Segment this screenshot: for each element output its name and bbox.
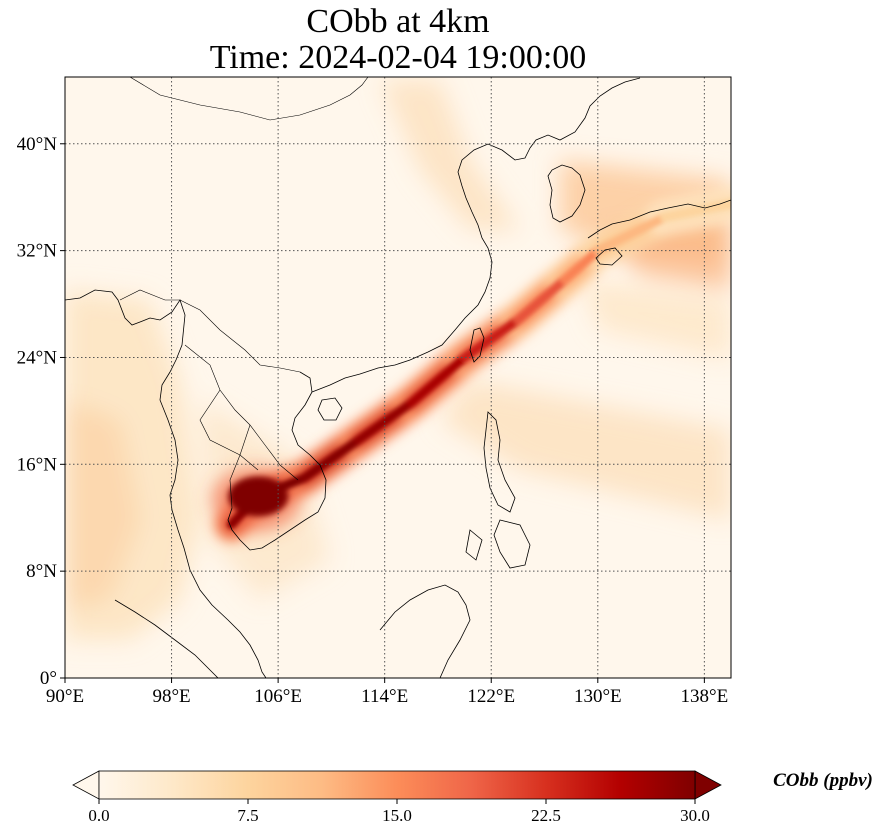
philippines-south [465,519,531,569]
title-line-1: CObb at 4km [306,3,490,40]
x-axis: 90°E 98°E 106°E 114°E 122°E 130°E 138°E [46,678,728,707]
korea-peninsula [547,164,586,223]
plume-core-segment [300,435,363,483]
colorbar-ticks: 0.0 7.5 15.0 22.5 30.0 [88,799,710,825]
hainan-coast [317,397,343,421]
colorbar-extend-min [72,770,100,800]
colorbar: 0.0 7.5 15.0 22.5 30.0 CObb (ppbv) [72,770,873,825]
vietnam-coast [227,371,327,551]
plume-source [228,476,289,517]
map-frame [64,76,732,679]
china-coast [311,143,531,393]
mainland-coast [65,289,267,678]
plume-core-segment [513,275,569,325]
map-area [65,77,731,678]
colorbar-tick-label: 7.5 [237,806,258,825]
borneo-coast [379,584,471,678]
mongolia-border [129,77,369,121]
colorbar-tick-label: 30.0 [680,806,710,825]
colorbar-title: CObb (ppbv) [773,770,873,791]
colorbar-tick-label: 15.0 [382,806,412,825]
title-line-2: Time: 2024-02-04 19:00:00 [209,39,587,76]
plume-core-segment [659,199,731,222]
y-tick-label: 8°N [26,561,57,582]
colorbar-tick-label: 22.5 [531,806,561,825]
colorbar-extend-max [694,770,722,800]
plume-core-segment [593,212,669,256]
colorbar-gradient [98,770,696,800]
taiwan-coast [469,327,485,363]
y-tick-label: 32°N [17,241,58,262]
plume-core-segment [560,246,603,285]
colorbar-tick-label: 0.0 [88,806,109,825]
plume-core-segment [406,352,470,408]
japan-coast [587,199,731,266]
x-tick-label: 138°E [681,686,729,707]
y-tick-label: 40°N [17,134,58,155]
x-tick-label: 90°E [46,686,84,707]
y-tick-label: 16°N [17,454,58,475]
coastlines [65,77,731,678]
borders [119,289,301,509]
x-tick-label: 106°E [254,686,302,707]
plume-core-segment [460,315,523,362]
gridlines [65,77,731,678]
plume-layer [212,186,731,542]
x-tick-label: 122°E [467,686,515,707]
korea-coast [529,77,641,149]
sumatra-coast [114,599,219,678]
x-tick-label: 98°E [152,686,190,707]
x-tick-label: 114°E [361,686,408,707]
y-tick-label: 24°N [17,347,58,368]
x-tick-label: 130°E [574,686,622,707]
chart-title: CObb at 4km Time: 2024-02-04 19:00:00 [65,4,731,76]
y-axis: 0° 8°N 16°N 24°N 32°N 40°N [17,134,65,689]
y-tick-label: 0° [40,668,57,689]
